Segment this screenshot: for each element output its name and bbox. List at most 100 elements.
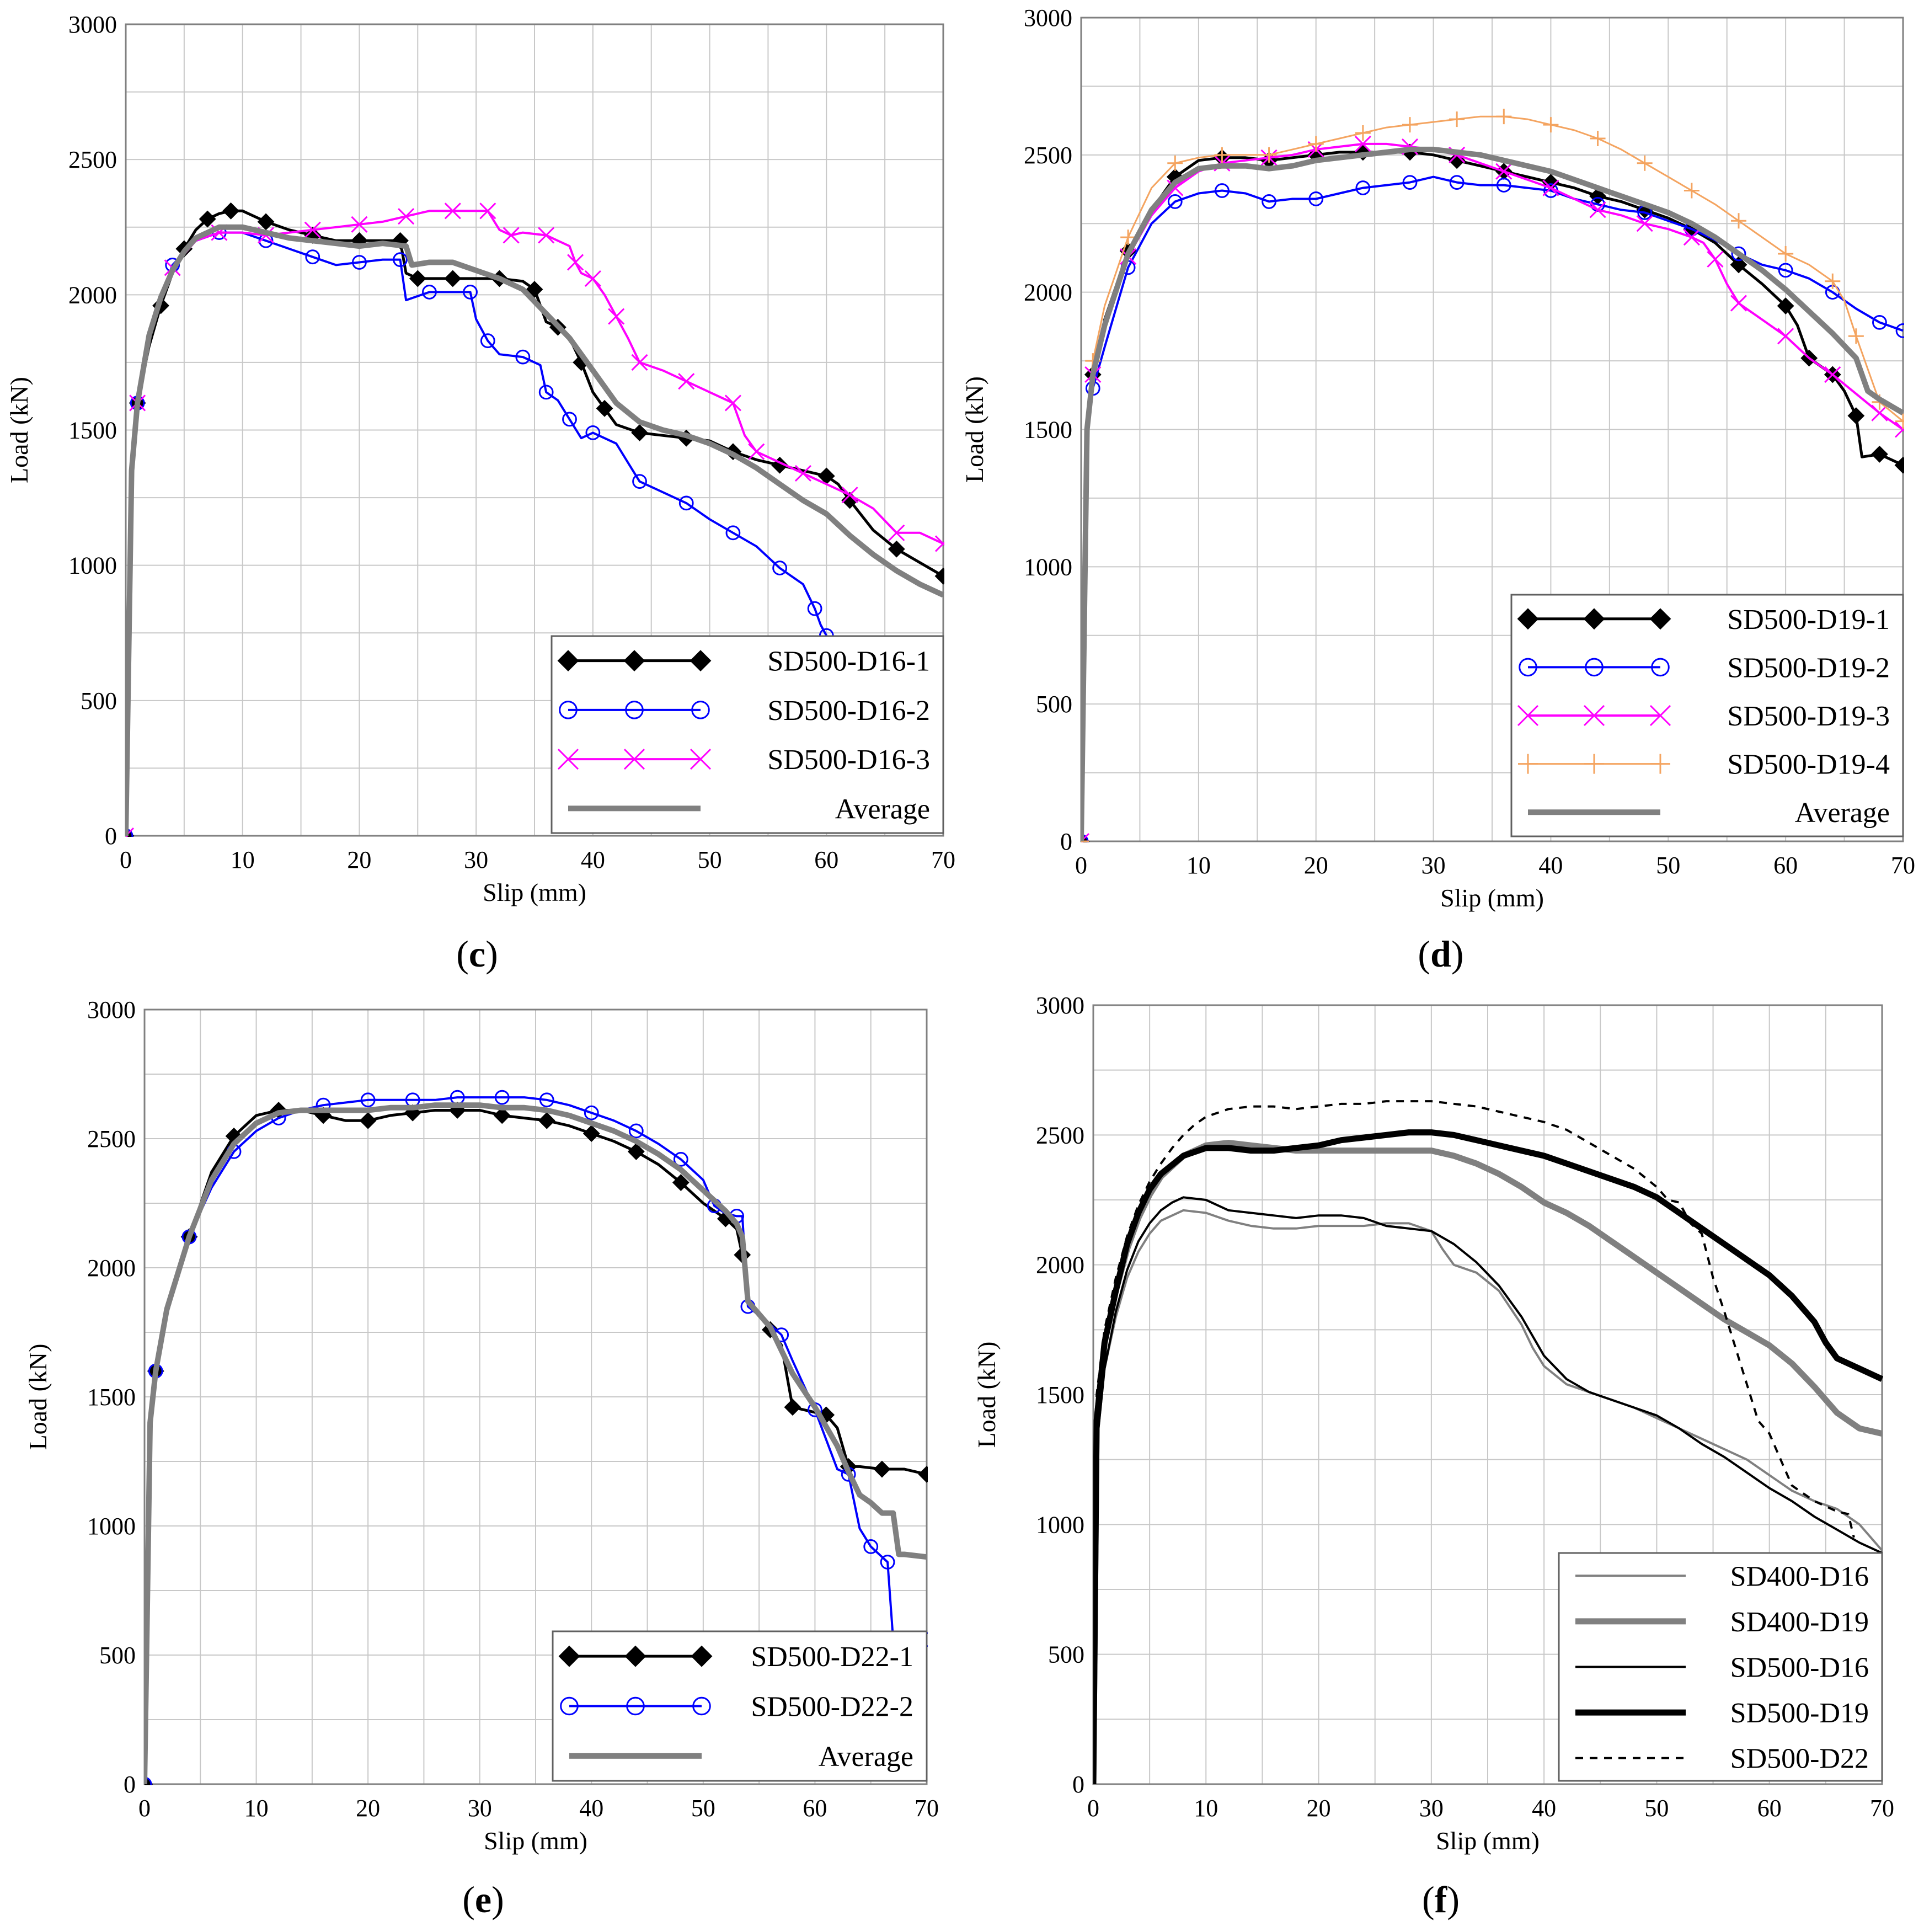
data-point-marker — [1081, 832, 1090, 842]
data-point-marker — [539, 1092, 554, 1108]
data-point-marker — [880, 1555, 895, 1570]
data-point-marker — [1871, 445, 1888, 463]
series-SD500-D19-2 — [1081, 175, 1904, 842]
data-point-marker — [1167, 194, 1183, 209]
data-point-marker — [1308, 136, 1324, 152]
legend-sample-marker — [1517, 608, 1539, 630]
series-Average — [1081, 146, 1904, 842]
panel-label-close-paren: ) — [491, 1878, 504, 1920]
data-point-marker — [631, 424, 648, 441]
legend-sample-marker — [623, 749, 645, 770]
legend-entry-label: SD400-D19 — [1730, 1607, 1869, 1638]
y-tick-label: 0 — [1072, 1771, 1084, 1798]
data-point-marker — [888, 540, 905, 558]
y-axis-label: Load (kN) — [5, 377, 33, 483]
legend-sample-marker — [623, 650, 645, 672]
legend-sample-marker — [691, 701, 710, 719]
legend-sample-marker — [624, 1645, 646, 1667]
data-point-marker — [1872, 315, 1887, 330]
legend-sample-marker — [1519, 658, 1537, 677]
data-point-marker — [672, 1174, 690, 1191]
legend-sample-marker — [1585, 658, 1604, 677]
data-point-marker — [1589, 201, 1606, 218]
data-point-marker — [515, 349, 531, 365]
x-tick-label: 0 — [1087, 1795, 1099, 1822]
legend-entry-label: Average — [835, 793, 930, 825]
x-tick-label: 60 — [803, 1795, 827, 1822]
data-point-marker — [888, 524, 905, 541]
data-point-marker — [1731, 213, 1746, 229]
legend: SD400-D16 SD400-D19 SD500-D16 SD500-D19 SD50… — [1558, 1552, 1883, 1782]
data-point-marker — [1778, 263, 1793, 278]
x-tick-label: 0 — [1075, 852, 1087, 879]
x-tick-label: 70 — [1891, 852, 1915, 879]
series-line — [1093, 1129, 1883, 1785]
data-point-marker — [480, 333, 495, 349]
data-point-marker — [934, 535, 944, 552]
legend-entry-label: SD500-D22-1 — [751, 1641, 913, 1673]
legend-sample-marker — [1584, 754, 1604, 774]
series-SD500-D19 — [1093, 1129, 1883, 1785]
series-line — [126, 224, 944, 836]
x-tick-label: 40 — [1532, 1795, 1556, 1822]
y-tick-label: 2000 — [87, 1255, 136, 1282]
data-point-marker — [596, 399, 613, 417]
data-point-marker — [1214, 147, 1230, 163]
data-point-marker — [1496, 109, 1512, 125]
data-point-marker — [584, 270, 601, 287]
data-point-marker — [1777, 328, 1794, 345]
x-tick-label: 20 — [347, 846, 371, 873]
panel-label-open-paren: ( — [462, 1878, 475, 1920]
legend-entry-label: SD500-D19-2 — [1727, 652, 1890, 684]
series-line — [1081, 175, 1904, 842]
data-point-marker — [479, 202, 496, 220]
panel-e: 0 10 20 30 40 50 60 70 0 500 1000 1500 2000 2500 3000 S… — [24, 996, 939, 1920]
data-point-marker — [1543, 117, 1559, 133]
series-SD500-D16-3 — [126, 202, 944, 837]
x-tick-label: 40 — [1538, 852, 1563, 879]
y-tick-label: 500 — [1048, 1641, 1084, 1668]
data-point-marker — [1355, 180, 1371, 195]
series-line — [145, 1102, 927, 1785]
data-point-marker — [1731, 246, 1746, 261]
data-point-marker — [1081, 834, 1089, 842]
legend-entry-label: SD500-D19-4 — [1727, 749, 1890, 781]
y-tick-label: 1000 — [1036, 1511, 1084, 1538]
legend-entry-label: SD500-D19 — [1730, 1698, 1869, 1729]
data-point-marker — [1824, 366, 1841, 383]
legend-box — [551, 635, 944, 834]
legend-sample-marker — [1650, 754, 1670, 774]
y-tick-label: 0 — [1060, 828, 1072, 855]
data-point-marker — [1449, 175, 1465, 190]
y-tick-label: 1500 — [1036, 1381, 1084, 1408]
legend-sample-marker — [626, 1696, 645, 1716]
data-point-marker — [393, 252, 408, 267]
x-tick-label: 50 — [691, 1795, 715, 1822]
y-tick-label: 3000 — [1036, 992, 1084, 1019]
x-axis-label: Slip (mm) — [483, 878, 586, 906]
x-tick-label: 30 — [1421, 852, 1446, 879]
data-point-marker — [628, 1123, 644, 1139]
y-tick-label: 2000 — [1024, 279, 1072, 306]
legend-sample-marker — [1649, 705, 1671, 727]
panel-label: (c) — [456, 933, 498, 975]
y-tick-label: 1000 — [68, 552, 117, 579]
legend-entry-label: SD500-D19-1 — [1727, 604, 1890, 636]
data-point-marker — [863, 1539, 879, 1554]
panel-label: (e) — [462, 1878, 504, 1920]
y-tick-label: 2500 — [87, 1125, 136, 1152]
data-point-marker — [1402, 117, 1418, 133]
legend-sample-marker — [557, 650, 579, 672]
data-point-marker — [360, 1092, 376, 1108]
panel-label: (f) — [1422, 1878, 1460, 1920]
data-point-marker — [1402, 175, 1418, 190]
data-point-marker — [1495, 163, 1513, 180]
x-tick-label: 40 — [579, 1795, 603, 1822]
data-point-marker — [873, 1460, 891, 1478]
data-point-marker — [1871, 404, 1888, 421]
legend-sample-marker — [1518, 754, 1538, 774]
data-point-marker — [631, 354, 648, 371]
x-tick-label: 10 — [1187, 852, 1211, 879]
data-point-marker — [494, 1090, 510, 1105]
